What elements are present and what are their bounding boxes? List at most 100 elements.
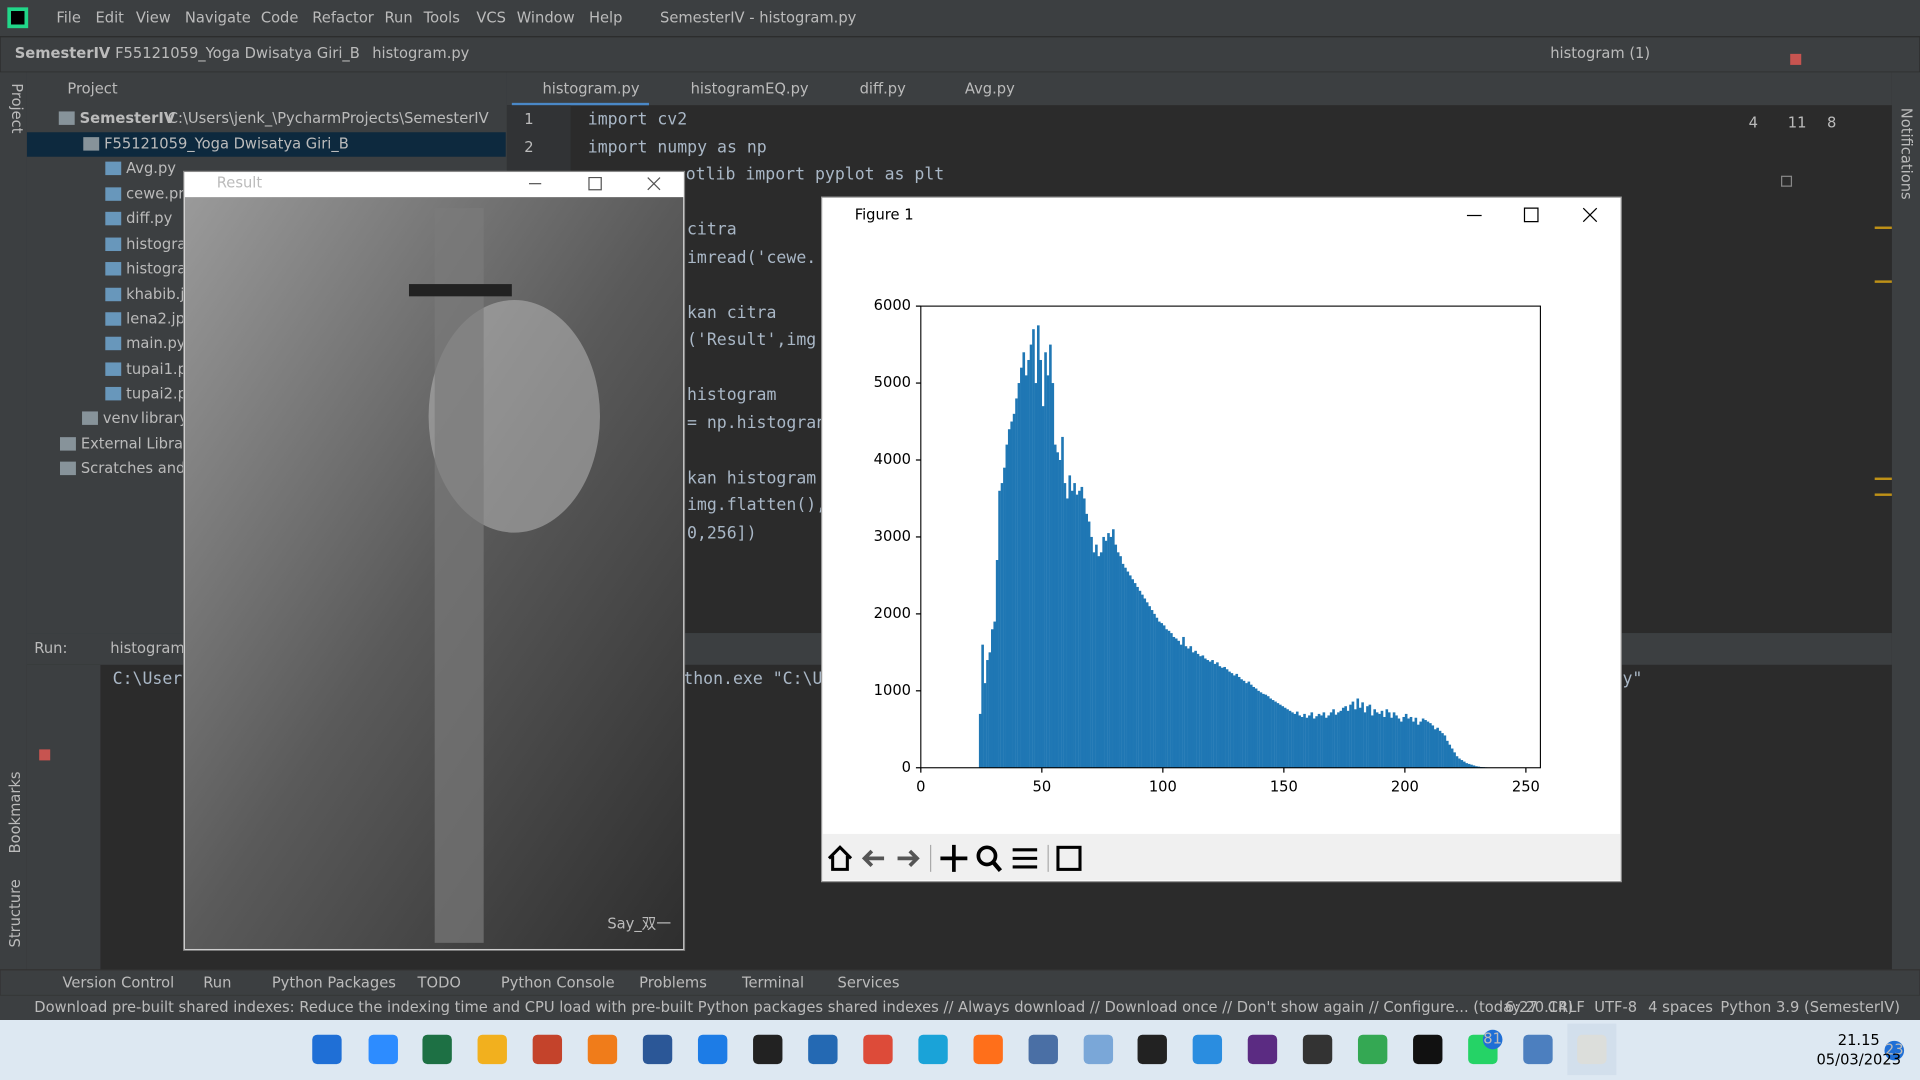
inspection-count[interactable]: 4	[1749, 115, 1758, 132]
tree-item[interactable]: venv	[103, 410, 139, 427]
status-item[interactable]: CRLF	[1548, 999, 1585, 1016]
menu-item[interactable]: Help	[589, 9, 622, 26]
close-button[interactable]	[647, 177, 661, 191]
tool-tab[interactable]: Python Console	[501, 974, 615, 991]
taskbar-app[interactable]	[422, 1034, 452, 1065]
taskbar-app[interactable]	[918, 1034, 948, 1065]
histogram-bar	[1351, 701, 1355, 768]
back-button[interactable]	[861, 849, 885, 868]
side-label[interactable]: Structure	[7, 879, 24, 947]
maximize-button[interactable]	[588, 176, 602, 191]
tree-item[interactable]: External Librarie	[81, 435, 202, 452]
taskbar-app[interactable]	[1413, 1034, 1443, 1065]
menu-item[interactable]: Window	[517, 9, 575, 26]
tool-tab[interactable]: Python Packages	[272, 974, 396, 991]
menu-item[interactable]: Refactor	[312, 9, 375, 26]
taskbar-app[interactable]	[1247, 1034, 1278, 1065]
y-tick-label: 3000	[874, 528, 911, 545]
tool-tab[interactable]: Services	[838, 974, 900, 991]
tree-item[interactable]: diff.py	[126, 210, 173, 227]
taskbar-app[interactable]	[368, 1034, 398, 1065]
status-item[interactable]: Python 3.9 (SemesterIV)	[1720, 999, 1900, 1016]
tree-item[interactable]: SemesterIV	[80, 110, 176, 127]
histogram-bar	[993, 621, 997, 768]
status-message[interactable]: Download pre-built shared indexes: Reduc…	[34, 999, 1573, 1016]
tree-item[interactable]: histogran	[126, 236, 195, 253]
tree-item[interactable]: tupai2.pr	[126, 385, 194, 402]
menu-item[interactable]: View	[136, 9, 171, 26]
taskbar-app[interactable]	[753, 1034, 783, 1065]
taskbar-app[interactable]	[642, 1034, 673, 1065]
taskbar-app[interactable]	[1192, 1034, 1223, 1065]
menu-item[interactable]: VCS	[476, 9, 506, 26]
taskbar-app[interactable]	[1357, 1034, 1388, 1065]
save-button[interactable]	[1056, 845, 1082, 871]
menu-item[interactable]: Tools	[423, 9, 460, 26]
editor-tab[interactable]: histogramEQ.py	[691, 80, 809, 97]
tree-item[interactable]: histogran	[126, 260, 195, 277]
taskbar-app[interactable]	[1083, 1034, 1114, 1065]
tree-item[interactable]: khabib.jp	[126, 286, 194, 303]
tree-item[interactable]: Avg.py	[126, 160, 176, 177]
side-label[interactable]: Bookmarks	[7, 771, 24, 853]
taskbar-app[interactable]	[477, 1034, 507, 1065]
editor-tab[interactable]: histogram.py	[542, 80, 639, 97]
tool-tab[interactable]: Version Control	[62, 974, 174, 991]
tree-item[interactable]: tupai1.pr	[126, 361, 194, 378]
menu-item[interactable]: File	[56, 9, 81, 26]
maximize-button[interactable]	[1523, 207, 1539, 223]
run-tab[interactable]: histogram	[110, 640, 184, 657]
stop-button[interactable]	[39, 749, 51, 761]
inspection-count[interactable]: 8	[1827, 115, 1836, 132]
side-label[interactable]: Project	[8, 83, 25, 133]
side-label[interactable]: Notifications	[1897, 108, 1914, 200]
status-item[interactable]: 6:27	[1505, 999, 1538, 1016]
breadcrumb[interactable]: F55121059_Yoga Dwisatya Giri_B	[115, 45, 360, 62]
home-button[interactable]	[827, 845, 853, 871]
menu-item[interactable]: Edit	[96, 9, 125, 26]
breadcrumb[interactable]: histogram.py	[372, 45, 469, 62]
stop-button[interactable]	[1790, 53, 1802, 65]
histogram-bar	[1109, 536, 1113, 768]
tree-item[interactable]: lena2.jpg	[126, 311, 194, 328]
figure-window	[821, 196, 1622, 883]
editor-tab[interactable]: diff.py	[860, 80, 907, 97]
menu-item[interactable]: Navigate	[185, 9, 251, 26]
menu-item[interactable]: Run	[384, 9, 412, 26]
subplots-button[interactable]	[1012, 848, 1038, 869]
tool-tab[interactable]: Run	[203, 974, 231, 991]
taskbar-app[interactable]	[1137, 1034, 1167, 1065]
histogram-bar	[1450, 748, 1454, 768]
taskbar-app[interactable]	[973, 1034, 1003, 1065]
editor-tab[interactable]: Avg.py	[965, 80, 1015, 97]
tree-item[interactable]: Scratches and C	[81, 460, 201, 477]
menu-item[interactable]: Code	[261, 9, 299, 26]
tree-item[interactable]: main.py	[126, 335, 186, 352]
taskbar-app[interactable]	[808, 1034, 838, 1065]
histogram-bar	[1334, 714, 1338, 768]
pan-button[interactable]	[940, 844, 968, 872]
tool-tab[interactable]: Problems	[639, 974, 707, 991]
run-config[interactable]: histogram (1)	[1550, 45, 1650, 62]
taskbar-app[interactable]	[1028, 1034, 1058, 1065]
zoom-button[interactable]	[976, 845, 998, 867]
taskbar-app[interactable]	[312, 1034, 342, 1065]
status-item[interactable]: 4 spaces	[1648, 999, 1713, 1016]
taskbar-app[interactable]	[863, 1034, 893, 1065]
tree-item[interactable]: cewe.pn	[126, 186, 187, 203]
taskbar-app[interactable]	[587, 1034, 618, 1065]
taskbar-app[interactable]	[1523, 1034, 1553, 1065]
inspection-count[interactable]: 11	[1788, 115, 1807, 132]
tool-tab[interactable]: TODO	[417, 974, 461, 991]
close-button[interactable]	[1582, 207, 1598, 223]
panel-title[interactable]: Project	[67, 80, 117, 97]
status-item[interactable]: UTF-8	[1594, 999, 1637, 1016]
tool-tab[interactable]: Terminal	[741, 974, 804, 991]
forward-button[interactable]	[897, 849, 920, 868]
taskbar-app[interactable]	[532, 1034, 563, 1065]
taskbar-app[interactable]	[1302, 1034, 1333, 1065]
tree-item[interactable]: F55121059_Yoga Dwisatya Giri_B	[104, 135, 349, 152]
taskbar-app[interactable]	[697, 1034, 728, 1065]
breadcrumb[interactable]: SemesterIV	[15, 45, 111, 62]
